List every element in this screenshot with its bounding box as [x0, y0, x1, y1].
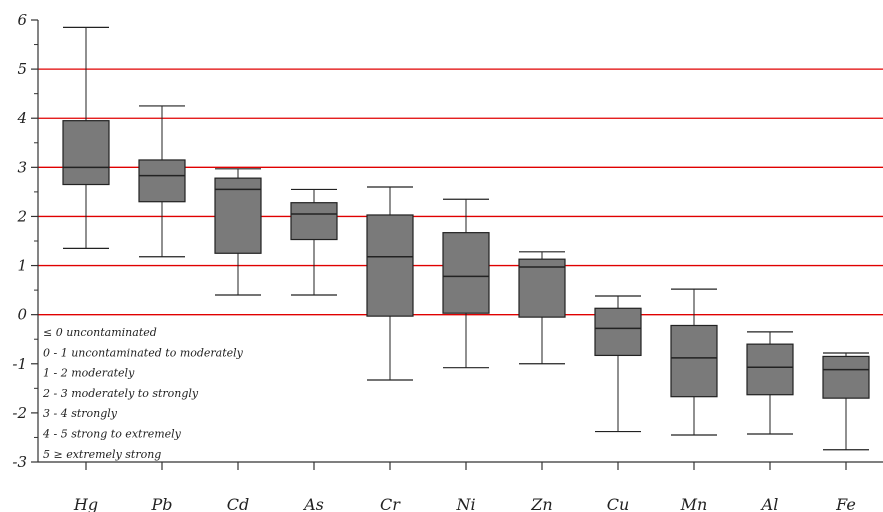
- boxes: [62, 26, 870, 451]
- box-cr: [366, 186, 414, 381]
- iqr-box: [442, 232, 490, 314]
- x-tick-label-ni: Ni: [455, 495, 475, 512]
- box-cu: [594, 295, 642, 433]
- box-ni: [442, 198, 490, 369]
- x-tick-label-cu: Cu: [607, 495, 630, 512]
- y-tick-label: -2: [12, 404, 27, 422]
- legend-line: 2 - 3 moderately to strongly: [42, 387, 199, 400]
- iqr-box: [670, 324, 718, 398]
- legend-line: ≤ 0 uncontaminated: [43, 326, 157, 339]
- legend-line: 1 - 2 moderately: [43, 367, 135, 380]
- x-axis: Hg Pb Cd As Cr Ni Zn Cu Mn Al Fe: [38, 461, 883, 512]
- box-mn: [670, 288, 718, 436]
- box-cd: [214, 168, 262, 296]
- box-pb: [138, 105, 186, 258]
- y-tick-label: -3: [12, 453, 27, 471]
- legend-line: 0 - 1 uncontaminated to moderately: [43, 346, 244, 359]
- box-al: [746, 331, 794, 435]
- x-tick-label-hg: Hg: [73, 495, 98, 512]
- y-tick-label: 6: [17, 11, 27, 29]
- iqr-box: [518, 258, 566, 318]
- iqr-box: [290, 202, 338, 241]
- legend-line: 3 - 4 strongly: [43, 407, 118, 420]
- y-tick-label: 3: [17, 158, 27, 176]
- box-zn: [518, 251, 566, 365]
- x-tick-label-cr: Cr: [380, 495, 401, 512]
- class-legend: ≤ 0 uncontaminated 0 - 1 uncontaminated t…: [42, 326, 244, 461]
- x-tick-label-zn: Zn: [530, 495, 552, 512]
- box-as: [290, 188, 338, 296]
- x-tick-label-cd: Cd: [227, 495, 249, 512]
- x-tick-label-al: Al: [760, 495, 779, 512]
- y-axis: -3 -2 -1 0 1 2 3 4 5 6: [12, 11, 39, 471]
- x-tick-label-mn: Mn: [680, 495, 708, 512]
- x-tick-label-fe: Fe: [835, 495, 856, 512]
- x-tick-label-as: As: [302, 495, 324, 512]
- legend-line: 4 - 5 strong to extremely: [42, 428, 182, 441]
- iqr-box: [138, 159, 186, 203]
- y-tick-label: -1: [12, 355, 27, 373]
- iqr-box: [214, 177, 262, 254]
- y-tick-label: 2: [16, 207, 27, 225]
- iqr-box: [62, 120, 110, 186]
- legend-line: 5 ≥ extremely strong: [43, 448, 161, 461]
- x-tick-label-pb: Pb: [150, 495, 172, 512]
- y-tick-label: 5: [17, 60, 27, 78]
- iqr-box: [822, 355, 870, 399]
- y-tick-label: 4: [16, 109, 27, 127]
- box-hg: [62, 26, 110, 249]
- y-tick-label: 0: [17, 306, 27, 324]
- box-fe: [822, 352, 870, 451]
- iqr-box: [366, 214, 414, 317]
- y-tick-label: 1: [17, 257, 27, 275]
- iqr-box: [594, 307, 642, 357]
- iqr-box: [746, 343, 794, 396]
